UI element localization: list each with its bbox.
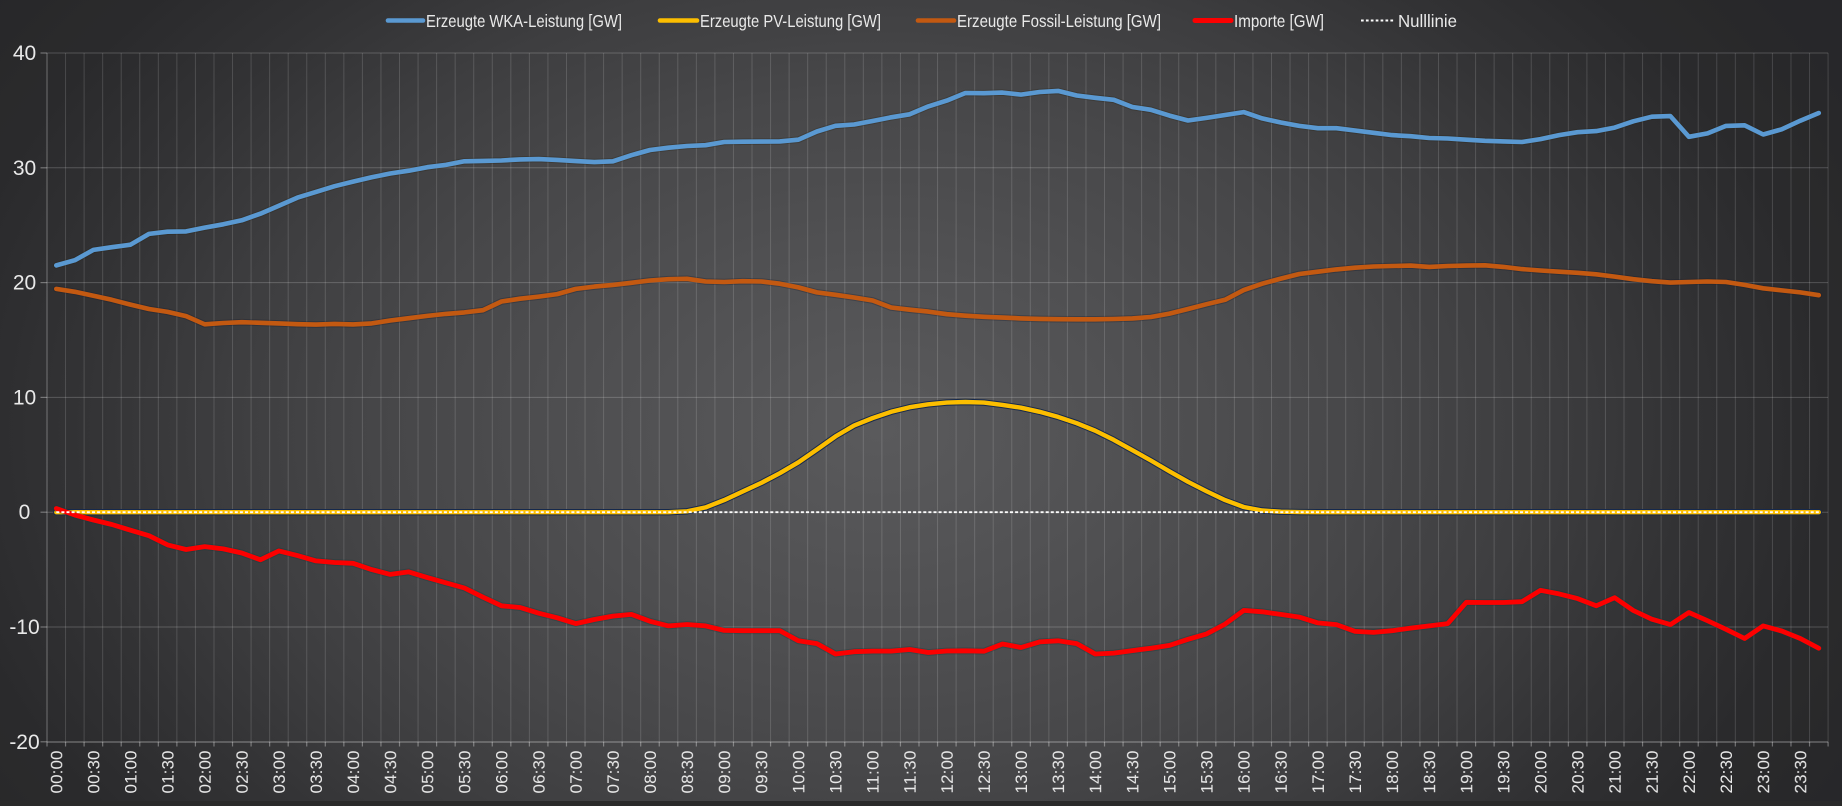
- svg-text:-20: -20: [9, 731, 39, 754]
- svg-text:05:00: 05:00: [418, 751, 437, 794]
- svg-text:11:00: 11:00: [864, 751, 883, 794]
- svg-text:07:30: 07:30: [604, 751, 623, 794]
- svg-text:01:30: 01:30: [159, 751, 178, 794]
- svg-text:-10: -10: [9, 616, 39, 639]
- svg-text:Erzeugte Fossil-Leistung [GW]: Erzeugte Fossil-Leistung [GW]: [957, 11, 1161, 31]
- svg-text:06:00: 06:00: [493, 751, 512, 794]
- svg-text:17:30: 17:30: [1346, 751, 1365, 794]
- svg-text:22:00: 22:00: [1680, 751, 1699, 794]
- svg-text:Erzeugte WKA-Leistung [GW]: Erzeugte WKA-Leistung [GW]: [426, 11, 622, 31]
- svg-text:09:30: 09:30: [752, 751, 771, 794]
- svg-text:15:00: 15:00: [1161, 751, 1180, 794]
- svg-text:13:30: 13:30: [1049, 751, 1068, 794]
- svg-text:00:00: 00:00: [47, 751, 66, 794]
- svg-text:06:30: 06:30: [530, 751, 549, 794]
- svg-text:Importe [GW]: Importe [GW]: [1234, 11, 1324, 31]
- svg-text:10: 10: [13, 386, 36, 409]
- svg-text:08:00: 08:00: [641, 751, 660, 794]
- svg-text:18:30: 18:30: [1420, 751, 1439, 794]
- svg-text:40: 40: [13, 42, 36, 65]
- svg-text:Nulllinie: Nulllinie: [1398, 11, 1457, 31]
- svg-text:22:30: 22:30: [1717, 751, 1736, 794]
- svg-text:03:00: 03:00: [270, 751, 289, 794]
- svg-text:23:30: 23:30: [1791, 751, 1810, 794]
- svg-text:21:30: 21:30: [1643, 751, 1662, 794]
- svg-text:05:30: 05:30: [455, 751, 474, 794]
- svg-text:10:00: 10:00: [789, 751, 808, 794]
- svg-text:20:30: 20:30: [1569, 751, 1588, 794]
- svg-text:19:30: 19:30: [1494, 751, 1513, 794]
- svg-text:03:30: 03:30: [307, 751, 326, 794]
- svg-text:19:00: 19:00: [1457, 751, 1476, 794]
- svg-text:15:30: 15:30: [1198, 751, 1217, 794]
- svg-text:14:30: 14:30: [1123, 751, 1142, 794]
- svg-text:14:00: 14:00: [1086, 751, 1105, 794]
- svg-text:16:00: 16:00: [1235, 751, 1254, 794]
- svg-text:10:30: 10:30: [827, 751, 846, 794]
- svg-text:02:30: 02:30: [233, 751, 252, 794]
- svg-text:30: 30: [13, 157, 36, 180]
- svg-text:13:00: 13:00: [1012, 751, 1031, 794]
- svg-text:09:00: 09:00: [715, 751, 734, 794]
- svg-text:07:00: 07:00: [567, 751, 586, 794]
- svg-text:Erzeugte PV-Leistung [GW]: Erzeugte PV-Leistung [GW]: [700, 11, 881, 31]
- svg-text:21:00: 21:00: [1606, 751, 1625, 794]
- svg-text:12:30: 12:30: [975, 751, 994, 794]
- svg-text:23:00: 23:00: [1754, 751, 1773, 794]
- svg-text:01:00: 01:00: [122, 751, 141, 794]
- svg-text:12:00: 12:00: [938, 751, 957, 794]
- svg-text:04:30: 04:30: [381, 751, 400, 794]
- svg-text:02:00: 02:00: [196, 751, 215, 794]
- svg-text:11:30: 11:30: [901, 751, 920, 794]
- svg-text:16:30: 16:30: [1272, 751, 1291, 794]
- svg-text:0: 0: [19, 501, 31, 524]
- svg-text:20: 20: [13, 272, 36, 295]
- svg-text:17:00: 17:00: [1309, 751, 1328, 794]
- svg-text:00:30: 00:30: [84, 751, 103, 794]
- svg-text:04:00: 04:00: [344, 751, 363, 794]
- svg-text:08:30: 08:30: [678, 751, 697, 794]
- svg-text:20:00: 20:00: [1532, 751, 1551, 794]
- svg-text:18:00: 18:00: [1383, 751, 1402, 794]
